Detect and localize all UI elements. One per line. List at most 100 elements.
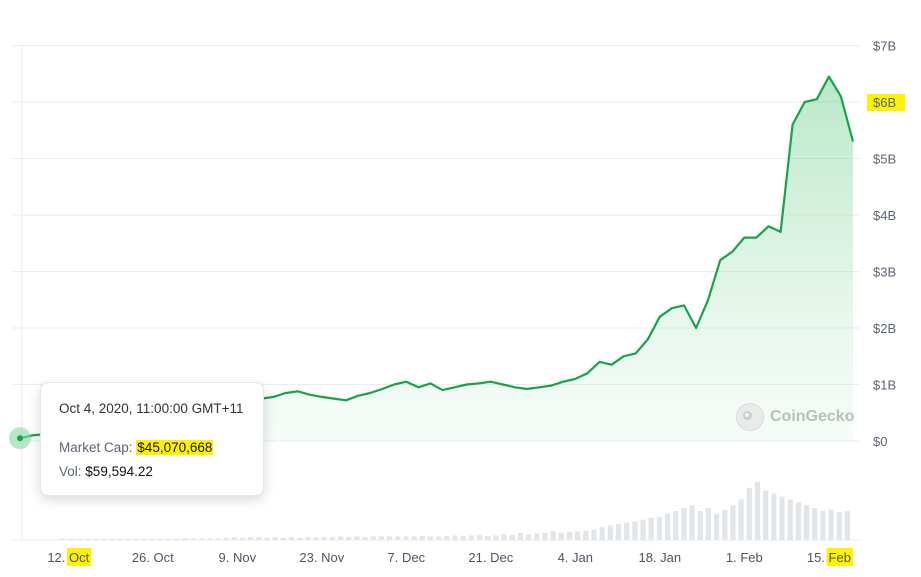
volume-bar-65 xyxy=(591,529,597,540)
volume-bar-3 xyxy=(84,538,90,540)
volume-bar-82 xyxy=(730,505,736,540)
volume-bar-78 xyxy=(697,511,703,540)
x-tick-label-2: 9. Nov xyxy=(219,550,257,565)
volume-bar-19 xyxy=(215,538,221,540)
volume-bar-35 xyxy=(346,537,352,540)
y-tick-label-0: $0 xyxy=(873,434,887,449)
volume-bar-72 xyxy=(648,518,654,540)
x-tick-label-9: 15. Feb xyxy=(807,550,851,565)
volume-bar-56 xyxy=(517,533,523,540)
y-tick-label-4: $4B xyxy=(873,208,896,223)
volume-bar-62 xyxy=(566,531,573,540)
volume-bar-8 xyxy=(125,538,131,540)
volume-bar-18 xyxy=(207,538,213,540)
volume-bar-61 xyxy=(558,532,564,540)
volume-bar-48 xyxy=(452,535,458,540)
volume-bar-64 xyxy=(583,530,589,540)
volume-bar-55 xyxy=(509,534,515,540)
volume-bar-4 xyxy=(92,538,98,540)
volume-bar-32 xyxy=(321,537,327,540)
volume-bar-41 xyxy=(395,536,401,540)
volume-bar-95 xyxy=(836,512,842,540)
volume-bar-29 xyxy=(297,537,303,540)
x-tick-highlight-0 xyxy=(67,548,92,566)
volume-bar-1 xyxy=(68,538,74,540)
volume-bar-0 xyxy=(60,538,66,540)
volume-bar-20 xyxy=(223,537,229,540)
volume-bar-10 xyxy=(141,538,147,540)
volume-bar-96 xyxy=(844,511,850,540)
volume-bar-81 xyxy=(722,509,728,540)
volume-bar-66 xyxy=(599,527,605,540)
volume-bar-28 xyxy=(288,537,295,540)
volume-bar-15 xyxy=(182,538,188,540)
chart-tooltip: Oct 4, 2020, 11:00:00 GMT+11 Market Cap:… xyxy=(40,382,264,496)
y-tick-label-2: $2B xyxy=(873,321,896,336)
volume-bar-24 xyxy=(256,537,262,540)
volume-bar-5 xyxy=(100,538,107,540)
area-fill xyxy=(20,76,853,441)
volume-bar-47 xyxy=(444,535,450,540)
volume-bar-21 xyxy=(231,537,237,540)
volume-bar-69 xyxy=(624,522,630,540)
volume-bar-39 xyxy=(378,536,384,540)
volume-bar-13 xyxy=(166,538,172,540)
volume-bar-53 xyxy=(493,535,499,540)
x-tick-label-1: 26. Oct xyxy=(132,550,174,565)
x-tick-label-5: 21. Dec xyxy=(468,550,513,565)
x-tick-label-8: 1. Feb xyxy=(726,550,763,565)
watermark-text: CoinGecko xyxy=(770,408,855,425)
volume-bar-16 xyxy=(190,538,196,540)
volume-bar-92 xyxy=(812,508,818,540)
x-tick-highlight-9 xyxy=(826,548,853,566)
x-tick-label-7: 18. Jan xyxy=(638,550,681,565)
tooltip-market-cap-label: Market Cap: xyxy=(59,440,133,455)
volume-bar-70 xyxy=(632,521,638,540)
volume-bar-52 xyxy=(485,535,491,540)
volume-bar-60 xyxy=(550,531,556,540)
volume-bar-33 xyxy=(329,537,335,540)
volume-bar-11 xyxy=(149,538,156,540)
volume-bar-63 xyxy=(575,531,581,540)
volume-bar-31 xyxy=(313,537,319,540)
y-tick-label-3: $3B xyxy=(873,265,896,280)
volume-bar-76 xyxy=(681,508,687,540)
y-tick-highlight-6 xyxy=(867,94,905,111)
volume-bar-83 xyxy=(738,499,744,540)
volume-bar-79 xyxy=(705,508,711,540)
volume-bar-9 xyxy=(133,538,139,540)
y-tick-label-1: $1B xyxy=(873,378,896,393)
volume-bar-93 xyxy=(820,511,826,540)
hover-marker-dot xyxy=(17,435,23,442)
volume-bar-6 xyxy=(109,538,115,540)
tooltip-vol-label: Vol: xyxy=(59,464,82,479)
coingecko-logo-icon xyxy=(736,403,764,431)
volume-bar-51 xyxy=(476,534,483,540)
volume-bar-17 xyxy=(199,538,205,540)
volume-bar-84 xyxy=(746,487,752,540)
volume-bar-80 xyxy=(714,513,720,540)
y-tick-label-7: $7B xyxy=(873,39,896,54)
volume-bar-68 xyxy=(615,523,622,540)
y-tick-label-6: $6B xyxy=(873,95,896,110)
volume-bar-38 xyxy=(370,536,376,540)
volume-bar-59 xyxy=(542,533,548,540)
volume-bar-45 xyxy=(427,536,434,540)
volume-bar-25 xyxy=(264,537,270,540)
volume-bar-87 xyxy=(771,493,777,540)
volume-bar-91 xyxy=(803,505,810,540)
volume-bar-73 xyxy=(656,516,662,540)
volume-bar-30 xyxy=(305,537,311,540)
volume-bar-2 xyxy=(76,538,82,540)
volume-bar-46 xyxy=(436,536,442,540)
volume-bar-89 xyxy=(787,499,793,540)
x-axis: 12. Oct 26. Oct 9. Nov 23. Nov 7. Dec 21. Dec… xyxy=(47,548,853,566)
y-tick-label-5: $5B xyxy=(873,152,896,167)
volume-bar-23 xyxy=(248,537,254,540)
volume-bar-77 xyxy=(689,505,695,540)
volume-bar-42 xyxy=(403,536,409,540)
volume-bars xyxy=(60,482,850,540)
volume-bar-90 xyxy=(795,502,801,540)
y-axis: $0 $1B $2B $3B $4B $5B $6B $7B xyxy=(867,39,905,449)
